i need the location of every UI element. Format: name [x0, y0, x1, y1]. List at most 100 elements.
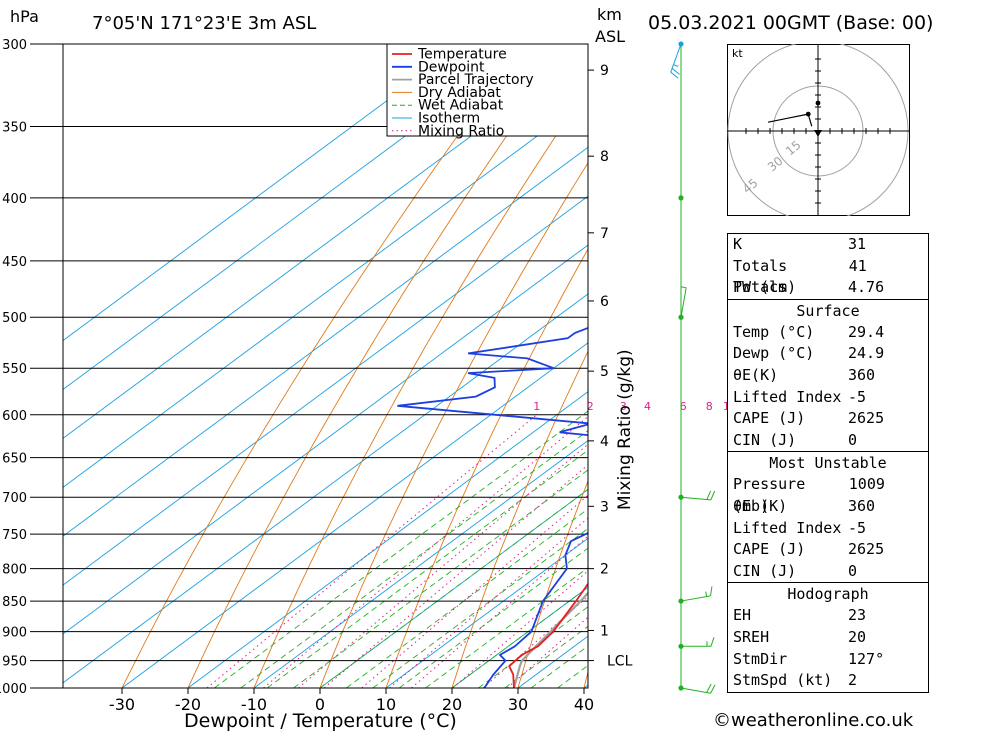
pressure-tick-label: 650 [2, 452, 27, 467]
surface-title: Surface [796, 301, 860, 320]
wind-barb [680, 490, 716, 501]
mixing-ratio-label: 2 [587, 400, 594, 413]
stat-row: Totals Totals 41 [728, 256, 928, 297]
mixing-ratio-label: 3 [620, 400, 627, 413]
x-tick-label: 20 [442, 695, 462, 714]
stat-label: SREH [733, 627, 770, 646]
mixing-ratio-label: 1 [533, 400, 540, 413]
hodograph-panel: kt 15 30 45 [685, 0, 951, 264]
wet-adiabat-line [425, 567, 588, 688]
pressure-tick-label: 550 [2, 362, 27, 377]
stat-row: θE (K) 360 [728, 496, 928, 518]
datetime-title: 05.03.2021 00GMT (Base: 00) [648, 12, 933, 34]
pressure-tick-label: 750 [2, 528, 27, 543]
x-tick-label: -30 [109, 695, 135, 714]
x-axis-label: Dewpoint / Temperature (°C) [184, 710, 457, 732]
wet-adiabat-line [266, 449, 588, 688]
legend-label: Temperature [417, 47, 507, 63]
footer-copyright[interactable]: ©weatheronline.co.uk [713, 710, 914, 731]
legend-label: Dry Adiabat [418, 85, 501, 101]
wind-barb [681, 637, 715, 647]
isotherm-line [63, 97, 588, 488]
isotherm-line [63, 244, 588, 635]
stat-value: 41 [848, 256, 867, 275]
km-tick-label: 3 [600, 499, 609, 515]
mixing-ratio-axis-label: Mixing Ratio (g/kg) [615, 349, 635, 510]
wind-barb-dot [678, 195, 684, 201]
mixing-ratio-line [389, 517, 588, 688]
stat-value: 360 [848, 365, 876, 384]
km-tick-label: 4 [600, 434, 609, 450]
legend-label: Isotherm [418, 111, 480, 127]
isotherm-line [63, 293, 588, 684]
stat-label: Temp (°C) [733, 322, 815, 341]
stat-row: SREH 20 [728, 627, 928, 649]
stat-row: StmDir 127° [728, 649, 928, 671]
mixing-ratio-line [263, 415, 588, 688]
pressure-tick-label: 600 [2, 409, 27, 424]
stat-label: Lifted Index [733, 387, 842, 406]
stat-value: 127° [848, 649, 885, 668]
isotherm-line [187, 391, 588, 688]
x-tick-label: 10 [376, 695, 396, 714]
mixing-ratio-line [452, 570, 588, 688]
mixing-ratio-line [482, 595, 588, 688]
pressure-tick-label: 950 [2, 655, 27, 670]
mixing-ratio-label: 8 [706, 400, 713, 413]
pressure-tick-label: 450 [2, 255, 27, 270]
wet-adiabat-line [346, 508, 588, 688]
pressure-tick-label: 400 [2, 192, 27, 207]
x-tick-label: 0 [315, 695, 325, 714]
plot-frame [62, 43, 589, 689]
stat-value: -5 [848, 387, 867, 406]
legend-label: Wet Adiabat [418, 98, 504, 114]
stat-row: Dewp (°C) 24.9 [728, 343, 928, 365]
x-tick-label: 30 [508, 695, 528, 714]
hodograph-point [815, 100, 821, 106]
pressure-unit: hPa [10, 7, 39, 26]
stat-row: EH 23 [728, 605, 928, 627]
mixing-ratio-line [506, 616, 588, 688]
km-tick-label: 1 [600, 623, 609, 639]
hodograph-unit: kt [732, 47, 743, 60]
stat-row: CAPE (J) 2625 [728, 408, 928, 430]
hodograph-trace [767, 113, 813, 127]
temperature-line [508, 582, 588, 688]
stat-value: 23 [848, 606, 867, 625]
pressure-tick-label: 900 [2, 626, 27, 641]
stat-row: CIN (J) 0 [728, 430, 928, 452]
stat-value: 2625 [848, 540, 885, 559]
stat-value: -5 [848, 518, 867, 537]
pressure-tick-label: 500 [2, 311, 27, 326]
stat-value: 2 [848, 671, 858, 690]
wet-adiabat-line [293, 469, 588, 688]
stat-label: K [733, 235, 743, 253]
stat-label: Pressure (mb) [733, 475, 806, 515]
stats-table: K 31 Totals Totals 41 PW (cm) 4.76 Surface Te… [727, 233, 929, 693]
pressure-tick-label: 300 [2, 38, 27, 53]
mixing-ratio-label: 6 [680, 400, 687, 413]
stat-row: StmSpd (kt) 2 [728, 670, 928, 692]
km-unit: km [597, 5, 622, 24]
stat-label: EH [733, 606, 752, 625]
stat-row: Lifted Index -5 [728, 387, 928, 409]
km-tick-label: 7 [600, 226, 609, 242]
mixing-ratio-line [297, 443, 588, 688]
profile-lines [397, 326, 588, 688]
wet-adiabat-line [214, 410, 588, 688]
dry-adiabat-line [253, 86, 588, 688]
stat-row: CAPE (J) 2625 [728, 539, 928, 561]
hodograph-point [805, 111, 811, 117]
stat-label: θE(K) [733, 365, 779, 384]
wet-adiabat-line [398, 547, 588, 688]
wind-barb [680, 683, 716, 694]
mixing-ratio-line [323, 464, 588, 688]
wind-barb [680, 586, 713, 602]
stat-row: Pressure (mb) 1009 [728, 474, 928, 515]
dry-adiabat-line [517, 479, 588, 688]
stat-label: StmSpd (kt) [733, 671, 833, 690]
wet-adiabat-line [451, 586, 588, 688]
x-tick-label: 40 [574, 695, 594, 714]
stat-value: 20 [848, 627, 867, 646]
